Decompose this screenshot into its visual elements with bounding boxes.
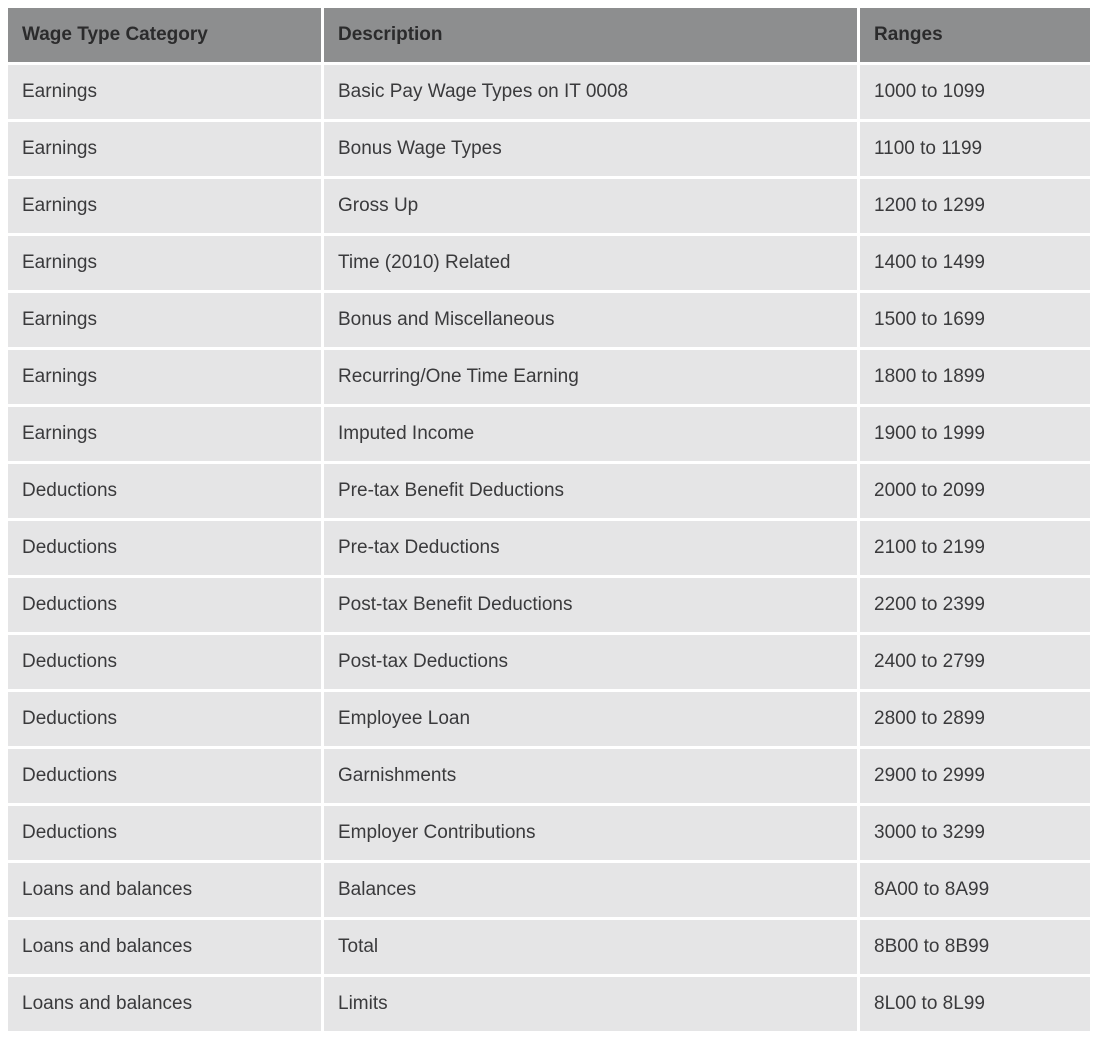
cell-category: Earnings <box>8 350 324 407</box>
cell-category: Loans and balances <box>8 977 324 1031</box>
cell-description: Imputed Income <box>324 407 860 464</box>
cell-description: Pre-tax Deductions <box>324 521 860 578</box>
cell-category: Earnings <box>8 236 324 293</box>
table-body: Earnings Basic Pay Wage Types on IT 0008… <box>8 65 1090 1031</box>
cell-ranges: 2900 to 2999 <box>860 749 1090 806</box>
table-row: Deductions Employer Contributions 3000 t… <box>8 806 1090 863</box>
cell-ranges: 2400 to 2799 <box>860 635 1090 692</box>
cell-ranges: 1900 to 1999 <box>860 407 1090 464</box>
table-row: Earnings Gross Up 1200 to 1299 <box>8 179 1090 236</box>
cell-description: Balances <box>324 863 860 920</box>
table-header-row: Wage Type Category Description Ranges <box>8 8 1090 65</box>
cell-description: Basic Pay Wage Types on IT 0008 <box>324 65 860 122</box>
table-row: Deductions Pre-tax Benefit Deductions 20… <box>8 464 1090 521</box>
cell-description: Employer Contributions <box>324 806 860 863</box>
cell-description: Bonus and Miscellaneous <box>324 293 860 350</box>
cell-category: Deductions <box>8 749 324 806</box>
cell-ranges: 1800 to 1899 <box>860 350 1090 407</box>
cell-ranges: 2800 to 2899 <box>860 692 1090 749</box>
cell-ranges: 2200 to 2399 <box>860 578 1090 635</box>
table-row: Loans and balances Total 8B00 to 8B99 <box>8 920 1090 977</box>
cell-category: Deductions <box>8 464 324 521</box>
cell-category: Earnings <box>8 179 324 236</box>
cell-ranges: 1400 to 1499 <box>860 236 1090 293</box>
cell-description: Garnishments <box>324 749 860 806</box>
table-row: Loans and balances Balances 8A00 to 8A99 <box>8 863 1090 920</box>
header-description: Description <box>324 8 860 65</box>
cell-category: Earnings <box>8 122 324 179</box>
table-row: Earnings Recurring/One Time Earning 1800… <box>8 350 1090 407</box>
cell-ranges: 8A00 to 8A99 <box>860 863 1090 920</box>
cell-description: Recurring/One Time Earning <box>324 350 860 407</box>
cell-category: Loans and balances <box>8 863 324 920</box>
table-row: Earnings Bonus and Miscellaneous 1500 to… <box>8 293 1090 350</box>
cell-category: Loans and balances <box>8 920 324 977</box>
wage-type-table: Wage Type Category Description Ranges Ea… <box>8 8 1090 1031</box>
cell-ranges: 1200 to 1299 <box>860 179 1090 236</box>
table-row: Earnings Imputed Income 1900 to 1999 <box>8 407 1090 464</box>
cell-description: Time (2010) Related <box>324 236 860 293</box>
cell-category: Deductions <box>8 521 324 578</box>
cell-ranges: 2100 to 2199 <box>860 521 1090 578</box>
cell-category: Deductions <box>8 635 324 692</box>
cell-description: Post-tax Benefit Deductions <box>324 578 860 635</box>
table-row: Deductions Post-tax Benefit Deductions 2… <box>8 578 1090 635</box>
table-row: Deductions Pre-tax Deductions 2100 to 21… <box>8 521 1090 578</box>
cell-description: Total <box>324 920 860 977</box>
cell-description: Post-tax Deductions <box>324 635 860 692</box>
header-category: Wage Type Category <box>8 8 324 65</box>
table-row: Deductions Post-tax Deductions 2400 to 2… <box>8 635 1090 692</box>
cell-description: Gross Up <box>324 179 860 236</box>
cell-ranges: 8B00 to 8B99 <box>860 920 1090 977</box>
cell-category: Earnings <box>8 407 324 464</box>
cell-ranges: 1500 to 1699 <box>860 293 1090 350</box>
cell-ranges: 2000 to 2099 <box>860 464 1090 521</box>
cell-ranges: 3000 to 3299 <box>860 806 1090 863</box>
table-row: Earnings Bonus Wage Types 1100 to 1199 <box>8 122 1090 179</box>
cell-description: Pre-tax Benefit Deductions <box>324 464 860 521</box>
table-row: Earnings Time (2010) Related 1400 to 149… <box>8 236 1090 293</box>
table-row: Deductions Garnishments 2900 to 2999 <box>8 749 1090 806</box>
table-row: Loans and balances Limits 8L00 to 8L99 <box>8 977 1090 1031</box>
header-ranges: Ranges <box>860 8 1090 65</box>
table-row: Deductions Employee Loan 2800 to 2899 <box>8 692 1090 749</box>
cell-category: Deductions <box>8 806 324 863</box>
cell-description: Limits <box>324 977 860 1031</box>
table-row: Earnings Basic Pay Wage Types on IT 0008… <box>8 65 1090 122</box>
cell-category: Earnings <box>8 293 324 350</box>
cell-ranges: 8L00 to 8L99 <box>860 977 1090 1031</box>
cell-ranges: 1000 to 1099 <box>860 65 1090 122</box>
cell-category: Deductions <box>8 578 324 635</box>
cell-ranges: 1100 to 1199 <box>860 122 1090 179</box>
cell-description: Employee Loan <box>324 692 860 749</box>
cell-description: Bonus Wage Types <box>324 122 860 179</box>
cell-category: Deductions <box>8 692 324 749</box>
cell-category: Earnings <box>8 65 324 122</box>
